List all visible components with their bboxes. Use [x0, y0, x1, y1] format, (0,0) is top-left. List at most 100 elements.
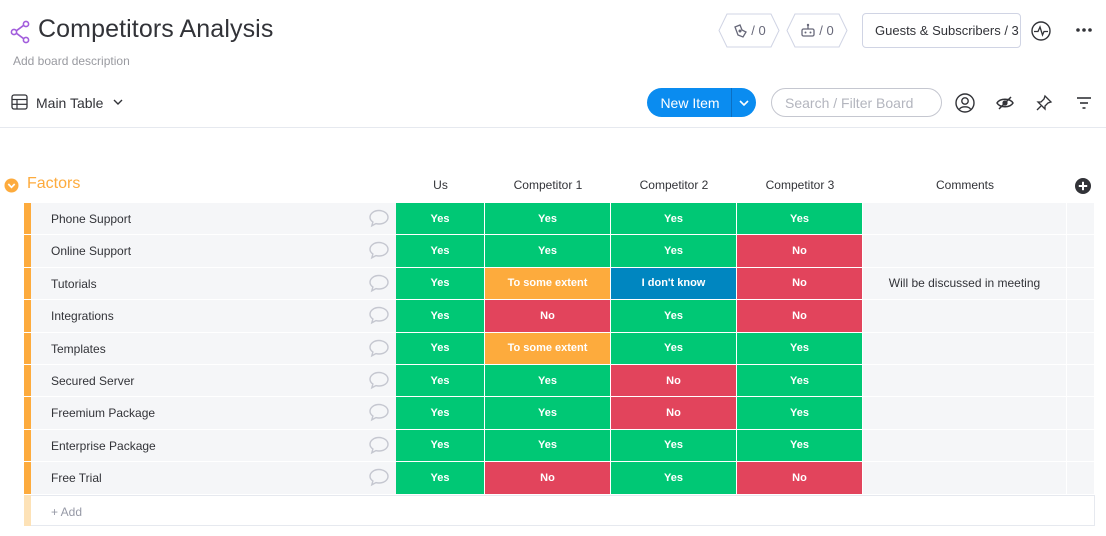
item-name-cell[interactable]: Enterprise Package: [31, 429, 396, 462]
comment-bubble-icon[interactable]: [368, 402, 390, 422]
comment-cell[interactable]: [863, 300, 1066, 332]
item-name[interactable]: Online Support: [51, 244, 132, 259]
column-header-us[interactable]: Us: [433, 178, 448, 192]
item-name[interactable]: Enterprise Package: [51, 438, 156, 453]
status-cell-competitor-2[interactable]: Yes: [611, 203, 736, 235]
table-row[interactable]: Tutorials Yes To some extent I don't kno…: [24, 267, 1094, 300]
item-name[interactable]: Templates: [51, 341, 106, 356]
status-cell-competitor-2[interactable]: Yes: [611, 235, 736, 267]
comment-cell[interactable]: [863, 235, 1066, 267]
item-name[interactable]: Integrations: [51, 309, 114, 324]
add-column-icon[interactable]: [1074, 177, 1092, 195]
status-cell-competitor-2[interactable]: Yes: [611, 429, 736, 462]
status-cell-competitor-1[interactable]: No: [485, 300, 610, 332]
item-name[interactable]: Freemium Package: [51, 406, 156, 421]
comment-bubble-icon[interactable]: [368, 467, 390, 487]
pin-button[interactable]: [1033, 92, 1055, 114]
comment-cell[interactable]: [863, 462, 1066, 494]
item-name[interactable]: Tutorials: [51, 276, 97, 291]
status-cell-us[interactable]: Yes: [396, 429, 484, 462]
status-cell-competitor-3[interactable]: Yes: [737, 203, 862, 235]
comment-cell[interactable]: [863, 364, 1066, 397]
hide-columns-button[interactable]: [994, 92, 1016, 114]
item-name-cell[interactable]: Online Support: [31, 235, 396, 267]
status-cell-competitor-1[interactable]: Yes: [485, 397, 610, 429]
share-icon[interactable]: [9, 20, 31, 44]
item-name-cell[interactable]: Tutorials: [31, 267, 396, 300]
add-item-label[interactable]: + Add: [51, 505, 83, 519]
column-header-competitor-1[interactable]: Competitor 1: [513, 178, 583, 192]
comment-bubble-icon[interactable]: [368, 338, 390, 358]
search-input[interactable]: [771, 88, 942, 117]
status-cell-competitor-2[interactable]: No: [611, 364, 736, 397]
comment-cell[interactable]: Will be discussed in meeting: [863, 267, 1066, 300]
table-row[interactable]: Integrations Yes No Yes No: [24, 300, 1094, 332]
item-name-cell[interactable]: Freemium Package: [31, 397, 396, 429]
table-row[interactable]: Templates Yes To some extent Yes Yes: [24, 332, 1094, 365]
item-name-cell[interactable]: Phone Support: [31, 203, 396, 235]
status-cell-competitor-3[interactable]: Yes: [737, 397, 862, 429]
status-cell-competitor-2[interactable]: I don't know: [611, 267, 736, 300]
status-cell-competitor-1[interactable]: Yes: [485, 364, 610, 397]
status-cell-competitor-3[interactable]: No: [737, 267, 862, 300]
more-icon[interactable]: [1074, 24, 1094, 36]
comment-bubble-icon[interactable]: [368, 273, 390, 293]
item-name-cell[interactable]: Free Trial: [31, 462, 396, 494]
status-cell-competitor-2[interactable]: No: [611, 397, 736, 429]
table-row[interactable]: Online Support Yes Yes Yes No: [24, 235, 1094, 267]
status-cell-competitor-2[interactable]: Yes: [611, 332, 736, 364]
item-name-cell[interactable]: Integrations: [31, 300, 396, 332]
column-header-comments[interactable]: Comments: [935, 178, 994, 192]
item-name[interactable]: Phone Support: [51, 212, 132, 226]
status-cell-competitor-3[interactable]: Yes: [737, 429, 862, 462]
status-cell-competitor-1[interactable]: Yes: [485, 203, 610, 235]
comment-bubble-icon[interactable]: [368, 435, 390, 455]
group-title[interactable]: Factors: [27, 175, 81, 192]
status-cell-competitor-3[interactable]: No: [737, 462, 862, 494]
status-cell-competitor-2[interactable]: Yes: [611, 462, 736, 494]
new-item-button[interactable]: New Item: [647, 88, 756, 117]
comment-cell[interactable]: [863, 429, 1066, 462]
status-cell-competitor-1[interactable]: No: [485, 462, 610, 494]
status-cell-us[interactable]: Yes: [396, 332, 484, 364]
status-cell-competitor-3[interactable]: Yes: [737, 364, 862, 397]
status-cell-competitor-3[interactable]: No: [737, 235, 862, 267]
automations-button[interactable]: / 0: [718, 13, 780, 48]
table-row[interactable]: Enterprise Package Yes Yes Yes Yes: [24, 429, 1094, 462]
activity-icon[interactable]: [1030, 20, 1052, 42]
guests-subscribers-button[interactable]: Guests & Subscribers / 3: [862, 13, 1021, 48]
chevron-down-icon[interactable]: [112, 97, 124, 107]
comment-cell[interactable]: [863, 397, 1066, 429]
view-name[interactable]: Main Table: [36, 95, 104, 111]
status-cell-competitor-3[interactable]: Yes: [737, 332, 862, 364]
new-item-dropdown[interactable]: [732, 98, 756, 108]
status-cell-competitor-1[interactable]: To some extent: [485, 332, 610, 364]
status-cell-competitor-2[interactable]: Yes: [611, 300, 736, 332]
status-cell-us[interactable]: Yes: [396, 397, 484, 429]
item-name[interactable]: Free Trial: [51, 471, 102, 486]
table-row[interactable]: Secured Server Yes Yes No Yes: [24, 364, 1094, 397]
status-cell-competitor-3[interactable]: No: [737, 300, 862, 332]
status-cell-competitor-1[interactable]: Yes: [485, 235, 610, 267]
item-name-cell[interactable]: Secured Server: [31, 364, 396, 397]
status-cell-us[interactable]: Yes: [396, 267, 484, 300]
add-item-row[interactable]: + Add: [24, 495, 1095, 526]
status-cell-us[interactable]: Yes: [396, 300, 484, 332]
status-cell-competitor-1[interactable]: Yes: [485, 429, 610, 462]
board-description[interactable]: Add board description: [13, 54, 130, 68]
status-cell-competitor-1[interactable]: To some extent: [485, 267, 610, 300]
person-filter-button[interactable]: [954, 92, 976, 114]
table-row[interactable]: Phone Support Yes Yes Yes Yes: [24, 203, 1094, 235]
status-cell-us[interactable]: Yes: [396, 462, 484, 494]
status-cell-us[interactable]: Yes: [396, 235, 484, 267]
comment-bubble-icon[interactable]: [368, 240, 390, 260]
table-row[interactable]: Freemium Package Yes Yes No Yes: [24, 397, 1094, 429]
status-cell-us[interactable]: Yes: [396, 364, 484, 397]
item-name-cell[interactable]: Templates: [31, 332, 396, 364]
column-header-competitor-2[interactable]: Competitor 2: [639, 178, 709, 192]
comment-bubble-icon[interactable]: [368, 370, 390, 390]
sort-button[interactable]: [1073, 92, 1095, 114]
comment-bubble-icon[interactable]: [368, 305, 390, 325]
comment-cell[interactable]: [863, 203, 1066, 235]
integrations-button[interactable]: / 0: [786, 13, 848, 48]
